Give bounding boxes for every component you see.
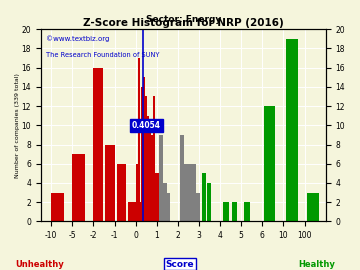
Bar bbox=[105, 144, 114, 221]
Bar bbox=[184, 164, 188, 221]
Bar bbox=[202, 173, 206, 221]
Bar bbox=[307, 193, 319, 221]
Title: Z-Score Histogram for NRP (2016): Z-Score Histogram for NRP (2016) bbox=[83, 18, 284, 28]
Bar bbox=[141, 87, 143, 221]
Bar bbox=[138, 58, 140, 221]
Bar bbox=[145, 96, 147, 221]
Bar bbox=[189, 164, 192, 221]
Bar bbox=[117, 164, 126, 221]
Bar bbox=[163, 183, 167, 221]
Bar bbox=[192, 164, 196, 221]
Bar bbox=[140, 202, 141, 221]
Bar bbox=[180, 135, 184, 221]
Bar bbox=[51, 193, 64, 221]
Bar bbox=[149, 125, 151, 221]
Bar bbox=[244, 202, 250, 221]
Text: Unhealthy: Unhealthy bbox=[15, 260, 64, 269]
Bar bbox=[143, 77, 145, 221]
Bar bbox=[196, 193, 200, 221]
Text: Score: Score bbox=[166, 260, 194, 269]
Text: ©www.textbiz.org: ©www.textbiz.org bbox=[46, 35, 110, 42]
Text: The Research Foundation of SUNY: The Research Foundation of SUNY bbox=[46, 52, 160, 58]
Y-axis label: Number of companies (339 total): Number of companies (339 total) bbox=[15, 73, 20, 178]
Bar bbox=[157, 173, 158, 221]
Bar bbox=[232, 202, 237, 221]
Bar bbox=[136, 164, 138, 221]
Text: Sector: Energy: Sector: Energy bbox=[145, 15, 221, 24]
Bar bbox=[167, 193, 170, 221]
Bar bbox=[153, 96, 155, 221]
Bar bbox=[155, 173, 157, 221]
Text: 0.4054: 0.4054 bbox=[132, 121, 161, 130]
Bar bbox=[265, 106, 275, 221]
Text: Healthy: Healthy bbox=[298, 260, 335, 269]
Bar bbox=[223, 202, 229, 221]
Bar bbox=[207, 183, 211, 221]
Bar bbox=[72, 154, 85, 221]
Bar bbox=[147, 116, 149, 221]
Bar bbox=[285, 39, 298, 221]
Bar bbox=[128, 202, 138, 221]
Bar bbox=[159, 135, 163, 221]
Bar bbox=[151, 135, 153, 221]
Bar bbox=[94, 68, 103, 221]
